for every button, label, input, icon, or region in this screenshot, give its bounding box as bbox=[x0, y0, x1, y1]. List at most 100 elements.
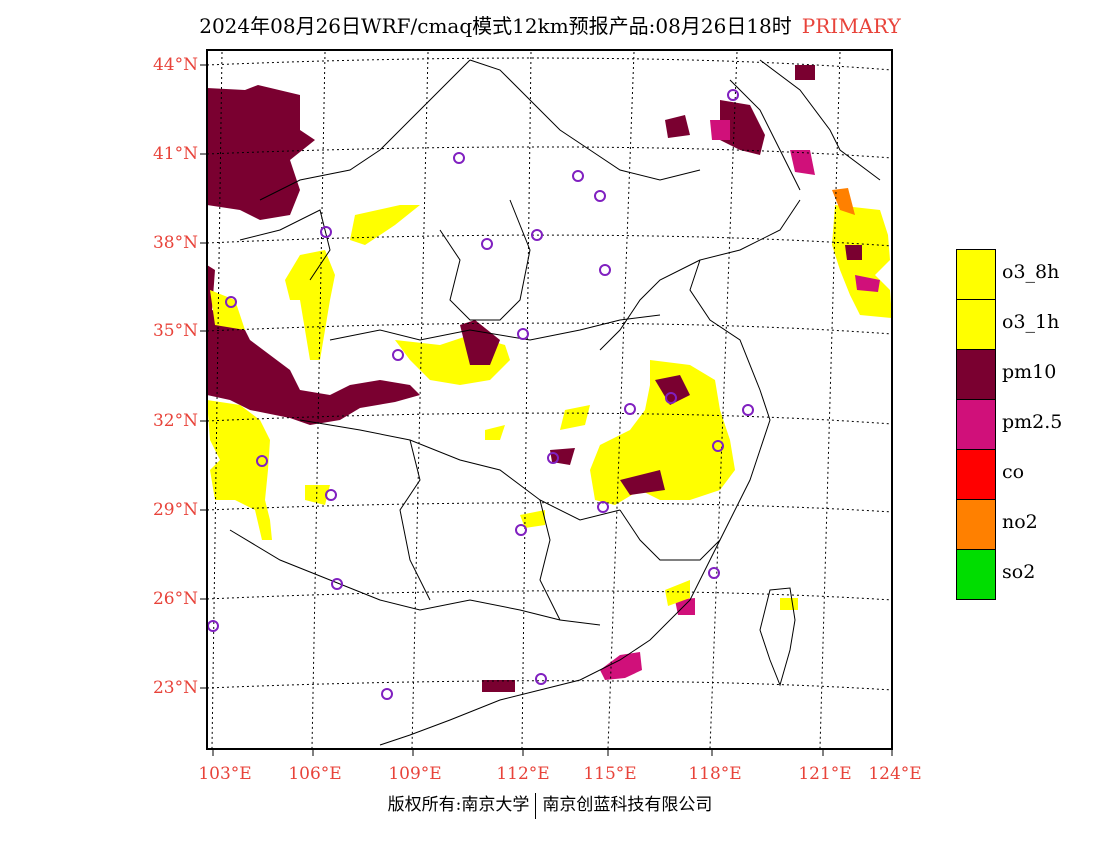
lat-label: 29°N bbox=[152, 500, 198, 520]
city-marker bbox=[708, 567, 720, 579]
lon-label: 109°E bbox=[388, 764, 442, 784]
lon-label: 112°E bbox=[496, 764, 550, 784]
graticule bbox=[206, 51, 893, 749]
province-border bbox=[439, 199, 531, 321]
o3-patch bbox=[590, 360, 735, 505]
lat-label: 26°N bbox=[152, 589, 198, 609]
legend-label: so2 bbox=[1002, 561, 1036, 583]
pollution-layer bbox=[207, 65, 892, 692]
o3-patch bbox=[207, 400, 272, 540]
legend-swatch bbox=[956, 299, 996, 350]
city-marker bbox=[331, 578, 343, 590]
province-border bbox=[599, 259, 701, 351]
city-marker bbox=[256, 455, 268, 467]
pm10-patch bbox=[665, 115, 690, 138]
o3-patch bbox=[350, 205, 420, 245]
pm10-patch bbox=[620, 470, 665, 495]
city-marker bbox=[572, 170, 584, 182]
o3-patch bbox=[832, 205, 892, 318]
province-border bbox=[229, 529, 601, 626]
city-marker bbox=[392, 349, 404, 361]
province-border bbox=[239, 209, 331, 281]
city-marker bbox=[599, 264, 611, 276]
city-marker bbox=[535, 673, 547, 685]
lat-label: 38°N bbox=[152, 233, 198, 253]
pm10-patch bbox=[655, 375, 690, 405]
lat-label: 32°N bbox=[152, 411, 198, 431]
city-marker bbox=[742, 404, 754, 416]
province-border bbox=[759, 59, 881, 181]
city-marker bbox=[531, 229, 543, 241]
map-title-tag: PRIMARY bbox=[801, 14, 901, 38]
city-marker bbox=[207, 620, 219, 632]
city-marker bbox=[547, 452, 559, 464]
pm10-patch bbox=[795, 65, 815, 80]
pm10-patch bbox=[720, 100, 765, 155]
boundary-lines bbox=[229, 59, 881, 746]
city-marker bbox=[665, 392, 677, 404]
pm10-patch bbox=[482, 680, 515, 692]
lat-label: 23°N bbox=[152, 678, 198, 698]
city-marker bbox=[381, 688, 393, 700]
copyright-right: 南京创蓝科技有限公司 bbox=[542, 795, 713, 815]
legend-label: o3_8h bbox=[1002, 261, 1060, 283]
province-border bbox=[619, 509, 721, 561]
lon-label: 124°E bbox=[868, 764, 922, 784]
o3-patch bbox=[560, 405, 590, 430]
axis-ticks bbox=[200, 64, 893, 756]
province-border bbox=[329, 314, 661, 341]
o3-patch bbox=[210, 290, 245, 330]
city-marker bbox=[325, 489, 337, 501]
lat-label: 35°N bbox=[152, 321, 198, 341]
city-marker bbox=[517, 328, 529, 340]
coastline bbox=[379, 199, 801, 746]
pm25-patch bbox=[600, 652, 642, 680]
lat-label: 41°N bbox=[152, 144, 198, 164]
pm25-patch bbox=[855, 275, 880, 292]
province-border bbox=[299, 419, 621, 521]
city-marker bbox=[624, 403, 636, 415]
pm25-patch bbox=[675, 598, 695, 615]
o3-patch bbox=[485, 425, 505, 440]
city-marker bbox=[712, 440, 724, 452]
legend-swatch bbox=[956, 449, 996, 500]
legend-swatch bbox=[956, 499, 996, 550]
o3-patch bbox=[665, 580, 690, 606]
o3-patch bbox=[285, 250, 335, 360]
lon-label: 121°E bbox=[798, 764, 852, 784]
lon-label: 106°E bbox=[288, 764, 342, 784]
city-markers bbox=[207, 89, 754, 700]
city-marker bbox=[727, 89, 739, 101]
city-marker bbox=[320, 226, 332, 238]
map-title-main: 2024年08月26日WRF/cmaq模式12km预报产品:08月26日18时 bbox=[199, 14, 792, 38]
province-border bbox=[259, 59, 471, 201]
legend-label: no2 bbox=[1002, 511, 1038, 533]
o3-patch bbox=[780, 598, 798, 610]
city-marker bbox=[225, 296, 237, 308]
pm10-patch bbox=[845, 245, 862, 260]
legend-swatch bbox=[956, 349, 996, 400]
legend-swatch bbox=[956, 249, 996, 300]
o3-patch bbox=[520, 510, 545, 528]
copyright-footer: 版权所有:南京大学 南京创蓝科技有限公司 bbox=[0, 790, 1100, 819]
province-border bbox=[539, 499, 561, 621]
copyright-left: 版权所有:南京大学 bbox=[387, 795, 530, 815]
city-marker bbox=[594, 190, 606, 202]
lon-label: 115°E bbox=[583, 764, 637, 784]
footer-divider bbox=[535, 792, 537, 819]
lon-label: 103°E bbox=[198, 764, 252, 784]
province-border bbox=[469, 59, 701, 181]
map-frame bbox=[206, 49, 893, 750]
legend-swatch bbox=[956, 549, 996, 600]
lat-label: 44°N bbox=[152, 55, 198, 75]
city-marker bbox=[453, 152, 465, 164]
legend-label: pm2.5 bbox=[1002, 411, 1063, 433]
map-title: 2024年08月26日WRF/cmaq模式12km预报产品:08月26日18时 P… bbox=[0, 10, 1100, 39]
city-marker bbox=[515, 524, 527, 536]
legend-swatch bbox=[956, 399, 996, 450]
lon-label: 118°E bbox=[688, 764, 742, 784]
island-taiwan bbox=[759, 587, 796, 687]
o3-patch bbox=[305, 485, 330, 505]
city-marker bbox=[597, 501, 609, 513]
province-border bbox=[729, 79, 801, 191]
